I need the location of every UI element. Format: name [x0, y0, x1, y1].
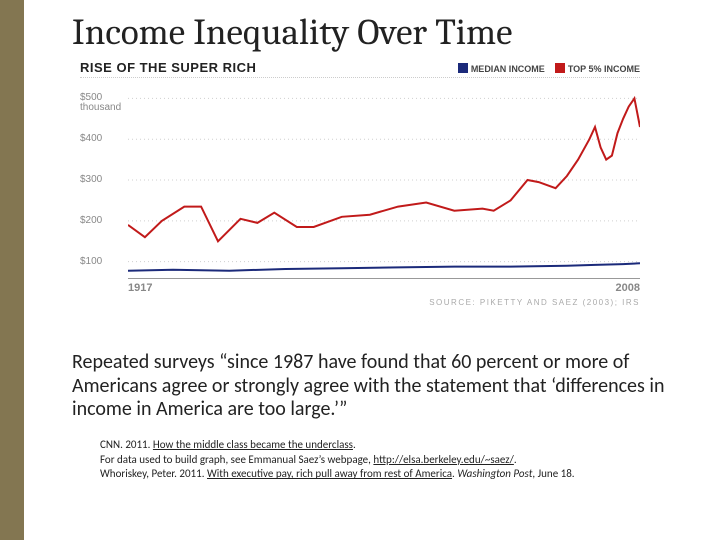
- citation-2: For data used to build graph, see Emmanu…: [100, 453, 692, 468]
- chart-container: RISE OF THE SUPER RICH MEDIAN INCOME TOP…: [80, 60, 640, 307]
- chart-legend: MEDIAN INCOME TOP 5% INCOME: [458, 63, 640, 74]
- sidebar-accent: [0, 0, 24, 540]
- citation-1: CNN. 2011. How the middle class became t…: [100, 438, 692, 453]
- legend-item-median: MEDIAN INCOME: [458, 63, 545, 74]
- chart-source: SOURCE: PIKETTY AND SAEZ (2003); IRS: [429, 298, 640, 307]
- ylabel: $500thousand: [80, 93, 121, 113]
- ylabel: $100: [80, 257, 102, 267]
- legend-label: TOP 5% INCOME: [568, 64, 640, 74]
- x-axis-line: [128, 278, 640, 279]
- swatch-median: [458, 63, 468, 73]
- slide-main: Income Inequality Over Time RISE OF THE …: [24, 0, 720, 540]
- body-paragraph: Repeated surveys “since 1987 have found …: [72, 351, 692, 422]
- chart-title: RISE OF THE SUPER RICH: [80, 60, 256, 75]
- ylabel: $300: [80, 175, 102, 185]
- slide-title: Income Inequality Over Time: [72, 12, 692, 54]
- citations: CNN. 2011. How the middle class became t…: [100, 438, 692, 483]
- legend-label: MEDIAN INCOME: [471, 64, 545, 74]
- swatch-top5: [555, 63, 565, 73]
- xlabel-start: 1917: [128, 282, 152, 294]
- ylabel: $200: [80, 216, 102, 226]
- chart-plot: $500thousand $400 $300 $200 $100 1917 2008 S…: [80, 77, 640, 307]
- x-axis-labels: 1917 2008: [128, 282, 640, 294]
- citation-3: Whoriskey, Peter. 2011. With executive p…: [100, 467, 692, 482]
- chart-svg: [128, 78, 640, 278]
- legend-item-top5: TOP 5% INCOME: [555, 63, 640, 74]
- xlabel-end: 2008: [616, 282, 640, 294]
- chart-header: RISE OF THE SUPER RICH MEDIAN INCOME TOP…: [80, 60, 640, 75]
- ylabel: $400: [80, 134, 102, 144]
